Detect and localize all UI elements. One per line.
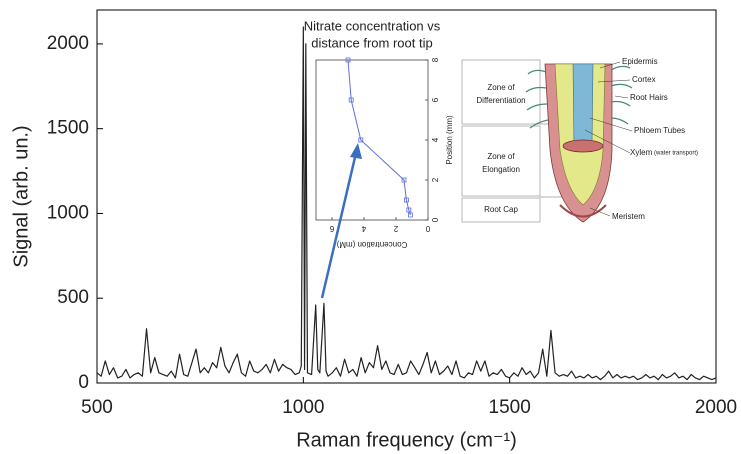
data-point bbox=[358, 137, 364, 143]
data-line bbox=[347, 59, 411, 216]
x-tick-label: 0 bbox=[425, 224, 430, 233]
data-point bbox=[407, 212, 413, 218]
y-tick-label: 4 bbox=[431, 137, 440, 142]
spectrum-line bbox=[96, 26, 717, 381]
y-tick-label: 1000 bbox=[47, 202, 89, 223]
x-tick-label: 6 bbox=[329, 224, 334, 233]
x-tick-label: 2000 bbox=[695, 397, 737, 418]
zone-label: Root Cap bbox=[484, 205, 518, 214]
x-tick-label: 1000 bbox=[282, 397, 324, 418]
data-point bbox=[348, 97, 354, 103]
diagram-label: Cortex bbox=[632, 75, 656, 84]
y-tick-label: 500 bbox=[57, 287, 89, 308]
data-point bbox=[403, 197, 409, 203]
y-tick-label: 1500 bbox=[47, 118, 89, 139]
root-hairs bbox=[525, 65, 633, 129]
y-tick-label: 2000 bbox=[47, 33, 89, 54]
x-tick-label: 500 bbox=[81, 397, 113, 418]
zone-label: Zone of bbox=[487, 83, 515, 92]
root-cap bbox=[559, 204, 607, 218]
plot-frame bbox=[96, 9, 717, 384]
diagram-label: (water transport) bbox=[654, 151, 698, 157]
zone-label: Differentiation bbox=[476, 96, 525, 105]
axis-label: Concentration (mM) bbox=[336, 240, 407, 249]
diagram-label: Root Hairs bbox=[630, 93, 668, 102]
y-axis-label: Signal (arb. un.) bbox=[10, 125, 32, 267]
root-diagram bbox=[461, 59, 633, 223]
x-tick-label: 2 bbox=[393, 224, 398, 233]
y-tick-label: 6 bbox=[431, 97, 440, 102]
diagram-label: Meristem bbox=[612, 212, 645, 221]
vascular bbox=[572, 63, 594, 149]
diagram-label: Phloem Tubes bbox=[634, 126, 685, 135]
y-tick-label: 2 bbox=[431, 177, 440, 182]
x-tick-label: 4 bbox=[361, 224, 366, 233]
arrow-shaft bbox=[320, 152, 358, 299]
zone-box bbox=[461, 197, 541, 223]
data-point bbox=[401, 177, 407, 183]
arrow bbox=[320, 143, 362, 299]
inset-title: distance from root tip bbox=[311, 35, 432, 50]
zone-label: Zone of bbox=[487, 152, 515, 161]
inset-title: Nitrate concentration vs bbox=[304, 18, 441, 33]
axis-label: Position (mm) bbox=[445, 115, 454, 165]
data-point bbox=[406, 207, 412, 213]
leader-lines bbox=[584, 61, 633, 217]
y-tick-label: 0 bbox=[78, 372, 89, 393]
x-axis-label: Raman frequency (cm⁻¹) bbox=[296, 429, 517, 451]
arrow-head bbox=[350, 143, 362, 159]
meristem-band bbox=[562, 139, 604, 153]
data-point bbox=[345, 57, 351, 63]
diagram-label: Xylem bbox=[630, 148, 653, 157]
y-tick-label: 8 bbox=[431, 57, 440, 62]
inset-frame bbox=[315, 59, 429, 221]
diagram-label: Epidermis bbox=[622, 57, 658, 66]
zone-label: Elongation bbox=[482, 165, 520, 174]
y-tick-label: 0 bbox=[431, 217, 440, 222]
zone-box bbox=[461, 125, 541, 197]
x-tick-label: 1500 bbox=[489, 397, 531, 418]
